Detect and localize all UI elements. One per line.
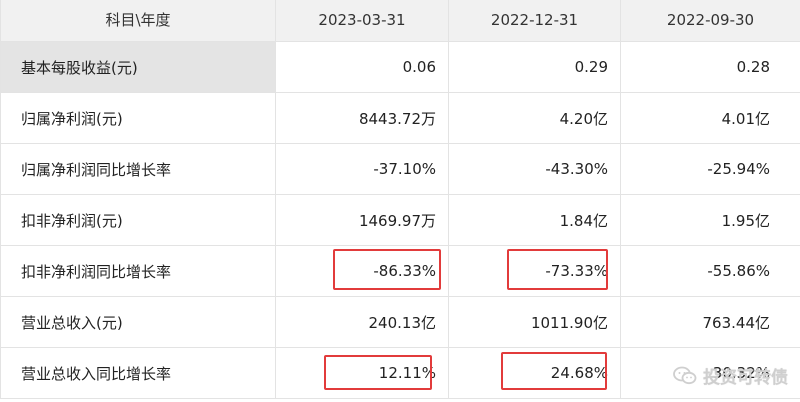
row-label: 营业总收入(元): [0, 296, 276, 348]
cell-value: 240.13亿: [275, 296, 449, 348]
column-header-date[interactable]: 2022-09-30: [620, 0, 800, 42]
cell-value: -37.10%: [275, 143, 449, 195]
cell-value: 0.06: [275, 41, 449, 93]
column-header-date[interactable]: 2023-03-31: [275, 0, 449, 42]
table-row: 归属净利润(元) 8443.72万 4.20亿 4.01亿: [0, 92, 800, 144]
cell-value: 0.29: [448, 41, 621, 93]
table-row: 基本每股收益(元) 0.06 0.29 0.28: [0, 41, 800, 93]
cell-value: 30.32%: [620, 347, 800, 399]
wechat-icon: [673, 366, 697, 386]
column-header-date[interactable]: 2022-12-31: [448, 0, 621, 42]
header-label: 科目\年度: [0, 0, 276, 42]
cell-value: 4.01亿: [620, 92, 800, 144]
cell-value: 12.11%: [275, 347, 449, 399]
cell-value: -25.94%: [620, 143, 800, 195]
cell-value: 24.68%: [448, 347, 621, 399]
cell-value: 8443.72万: [275, 92, 449, 144]
cell-value: 1.95亿: [620, 194, 800, 246]
row-label: 基本每股收益(元): [0, 41, 276, 93]
cell-value: 1011.90亿: [448, 296, 621, 348]
cell-value: -55.86%: [620, 245, 800, 297]
table-header-row: 科目\年度 2023-03-31 2022-12-31 2022-09-30: [0, 0, 800, 42]
row-label: 扣非净利润(元): [0, 194, 276, 246]
cell-value: 1469.97万: [275, 194, 449, 246]
row-label: 归属净利润同比增长率: [0, 143, 276, 195]
watermark: 投资可转债: [673, 363, 788, 388]
cell-value: 0.28: [620, 41, 800, 93]
cell-value: 1.84亿: [448, 194, 621, 246]
table-row: 营业总收入同比增长率 12.11% 24.68% 30.32%: [0, 347, 800, 399]
cell-value: -86.33%: [275, 245, 449, 297]
row-label: 扣非净利润同比增长率: [0, 245, 276, 297]
cell-value: -43.30%: [448, 143, 621, 195]
cell-value: -73.33%: [448, 245, 621, 297]
cell-value: 4.20亿: [448, 92, 621, 144]
row-label: 营业总收入同比增长率: [0, 347, 276, 399]
watermark-text: 投资可转债: [703, 368, 788, 388]
table-row: 归属净利润同比增长率 -37.10% -43.30% -25.94%: [0, 143, 800, 195]
table-row: 扣非净利润(元) 1469.97万 1.84亿 1.95亿: [0, 194, 800, 246]
row-label: 归属净利润(元): [0, 92, 276, 144]
table-row: 扣非净利润同比增长率 -86.33% -73.33% -55.86%: [0, 245, 800, 297]
table-row: 营业总收入(元) 240.13亿 1011.90亿 763.44亿: [0, 296, 800, 348]
cell-value: 763.44亿: [620, 296, 800, 348]
